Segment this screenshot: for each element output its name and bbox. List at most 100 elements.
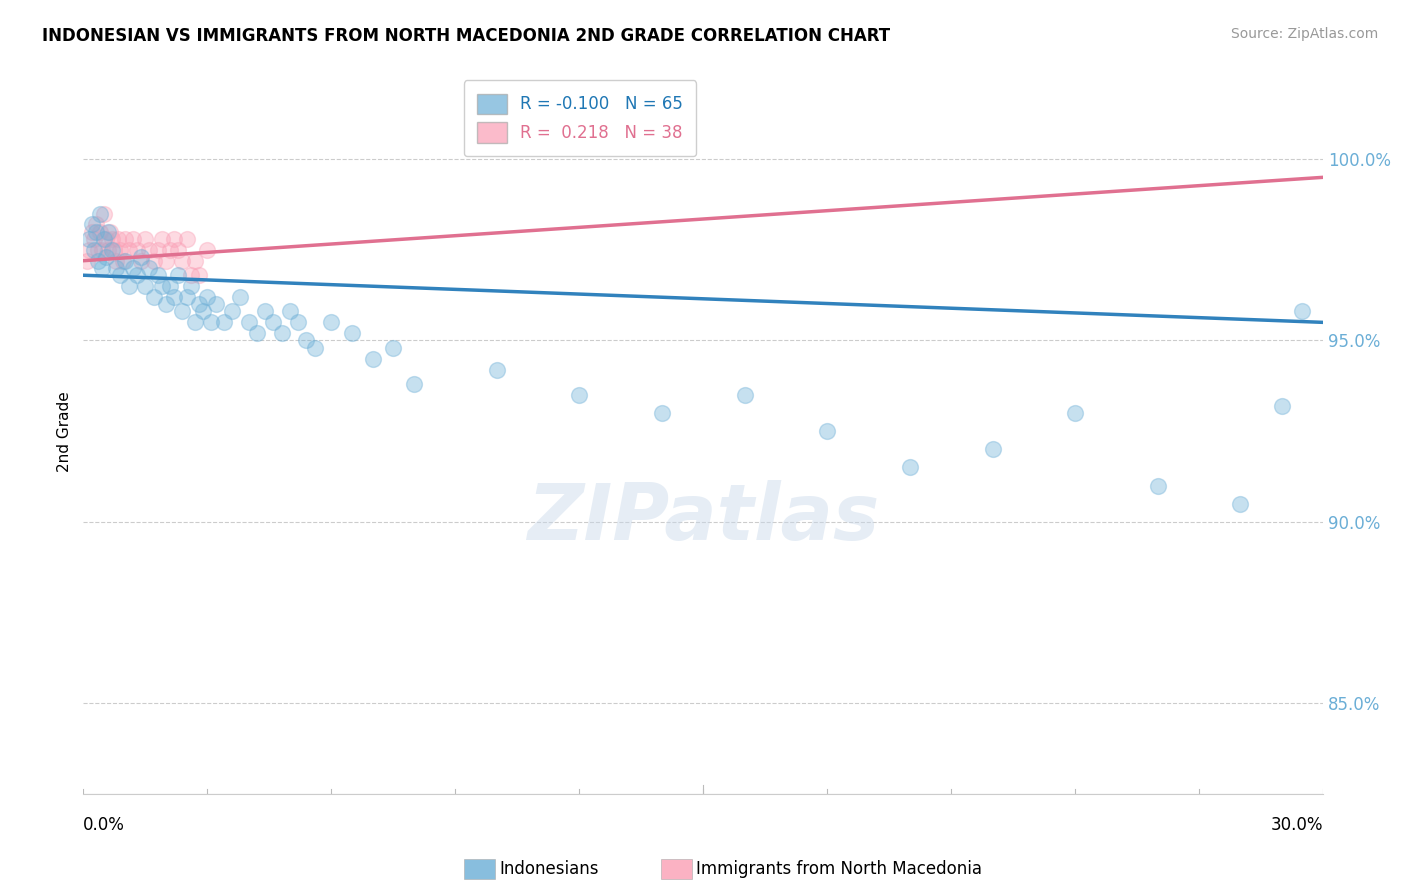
Point bbox=[125, 268, 148, 283]
Point bbox=[295, 334, 318, 348]
Point bbox=[142, 253, 165, 268]
Text: ZIPatlas: ZIPatlas bbox=[527, 480, 879, 557]
Point bbox=[93, 232, 115, 246]
Point bbox=[402, 377, 425, 392]
Point bbox=[188, 297, 211, 311]
Point bbox=[340, 326, 363, 341]
Point bbox=[97, 243, 120, 257]
Point bbox=[204, 297, 226, 311]
Point bbox=[188, 268, 211, 283]
Point bbox=[898, 460, 921, 475]
Point bbox=[138, 243, 160, 257]
Point bbox=[163, 290, 186, 304]
Point bbox=[97, 225, 120, 239]
Point bbox=[180, 268, 202, 283]
Point bbox=[110, 243, 132, 257]
Point bbox=[105, 260, 128, 275]
Text: Immigrants from North Macedonia: Immigrants from North Macedonia bbox=[696, 860, 981, 878]
Point bbox=[105, 253, 128, 268]
Point bbox=[125, 243, 148, 257]
Point bbox=[382, 341, 405, 355]
Point bbox=[568, 388, 591, 402]
Point bbox=[184, 315, 207, 329]
Point bbox=[76, 253, 98, 268]
Point bbox=[89, 206, 111, 220]
Point bbox=[111, 253, 134, 268]
Point bbox=[229, 290, 252, 304]
Point bbox=[89, 225, 111, 239]
Point bbox=[122, 260, 145, 275]
Point bbox=[84, 218, 107, 232]
Point bbox=[87, 253, 110, 268]
Point bbox=[304, 341, 326, 355]
Point bbox=[361, 351, 384, 366]
Point bbox=[146, 268, 169, 283]
Point bbox=[129, 250, 152, 264]
Point bbox=[163, 232, 186, 246]
Point bbox=[87, 243, 110, 257]
Point bbox=[114, 253, 136, 268]
Point bbox=[191, 304, 214, 318]
Point bbox=[129, 253, 152, 268]
Point bbox=[238, 315, 260, 329]
Point bbox=[1271, 399, 1294, 413]
Point bbox=[159, 243, 181, 257]
Text: Indonesians: Indonesians bbox=[499, 860, 599, 878]
Point bbox=[176, 232, 198, 246]
Point bbox=[83, 243, 105, 257]
Y-axis label: 2nd Grade: 2nd Grade bbox=[58, 391, 72, 472]
Point bbox=[155, 297, 177, 311]
Point bbox=[134, 279, 156, 293]
Point bbox=[134, 232, 156, 246]
Point bbox=[110, 268, 132, 283]
Point bbox=[1229, 497, 1251, 511]
Point bbox=[114, 232, 136, 246]
Point bbox=[1291, 304, 1313, 318]
Point bbox=[118, 243, 141, 257]
Point bbox=[167, 268, 190, 283]
Point bbox=[981, 442, 1004, 457]
Text: Source: ZipAtlas.com: Source: ZipAtlas.com bbox=[1230, 27, 1378, 41]
Point bbox=[262, 315, 284, 329]
Point bbox=[195, 290, 218, 304]
Point bbox=[485, 362, 508, 376]
Point bbox=[270, 326, 292, 341]
Text: INDONESIAN VS IMMIGRANTS FROM NORTH MACEDONIA 2ND GRADE CORRELATION CHART: INDONESIAN VS IMMIGRANTS FROM NORTH MACE… bbox=[42, 27, 890, 45]
Point bbox=[150, 232, 173, 246]
Point bbox=[80, 225, 103, 239]
Point bbox=[122, 232, 145, 246]
Text: 30.0%: 30.0% bbox=[1271, 815, 1323, 833]
Point bbox=[1064, 406, 1087, 420]
Point bbox=[195, 243, 218, 257]
Point bbox=[172, 253, 194, 268]
Point bbox=[246, 326, 269, 341]
Point bbox=[107, 232, 129, 246]
Point bbox=[278, 304, 301, 318]
Point bbox=[1146, 478, 1168, 492]
Point bbox=[79, 232, 101, 246]
Point bbox=[146, 243, 169, 257]
Point bbox=[221, 304, 243, 318]
Point bbox=[159, 279, 181, 293]
Point bbox=[94, 250, 117, 264]
Point bbox=[138, 260, 160, 275]
Point bbox=[321, 315, 343, 329]
Point bbox=[79, 243, 101, 257]
Point bbox=[180, 279, 202, 293]
Point bbox=[103, 243, 125, 257]
Point bbox=[254, 304, 277, 318]
Point bbox=[287, 315, 309, 329]
Point bbox=[184, 253, 207, 268]
Text: 0.0%: 0.0% bbox=[83, 815, 125, 833]
Point bbox=[101, 243, 124, 257]
Point bbox=[200, 315, 222, 329]
Point bbox=[150, 279, 173, 293]
Point bbox=[167, 243, 190, 257]
Point bbox=[90, 260, 112, 275]
Point bbox=[101, 232, 124, 246]
Point bbox=[815, 424, 838, 438]
Point bbox=[118, 279, 141, 293]
Point bbox=[83, 232, 105, 246]
Point bbox=[84, 225, 107, 239]
Point bbox=[80, 218, 103, 232]
